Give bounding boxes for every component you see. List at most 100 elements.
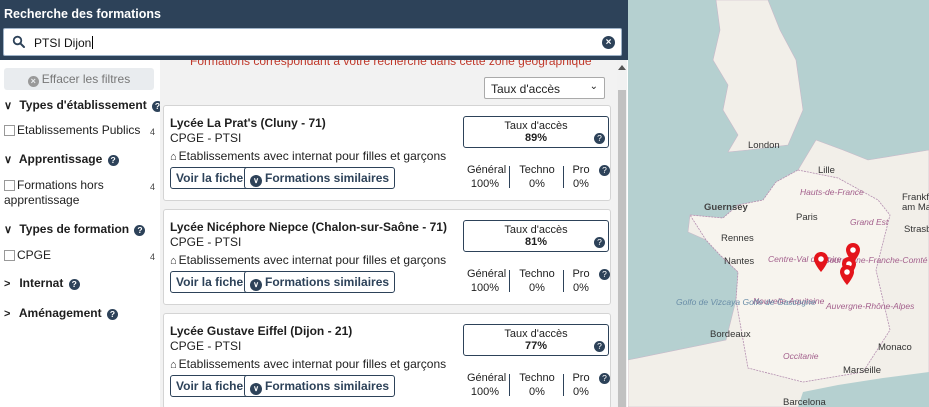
results-scrollbar[interactable] [617,60,627,407]
map-label-city: Frankfu [902,192,929,203]
card-subtitle: CPGE - PTSI [170,235,242,249]
access-rate-box: Taux d'accès 81% ? [463,220,609,252]
map[interactable]: London Lille Paris Guernsey Rennes Nante… [628,0,929,407]
view-details-button[interactable]: Voir la fiche [170,375,250,397]
card-title[interactable]: Lycée Nicéphore Niepce (Chalon-sur-Saône… [170,220,447,234]
chevron-down-icon: ∨ [4,154,13,166]
chevron-down-icon: ∨ [4,224,13,236]
bac-stats: Général 100% Techno 0% Pro 0% ? [463,372,611,398]
scrollbar-thumb[interactable] [618,90,626,407]
stat-value: 0% [573,282,589,294]
help-icon[interactable]: ? [68,279,80,290]
clear-search-icon[interactable]: × [602,36,615,49]
view-details-button[interactable]: Voir la fiche [170,167,250,189]
map-label-city: Marseille [843,365,882,376]
card-subtitle: CPGE - PTSI [170,339,242,353]
filter-section-internat[interactable]: > Internat ? [4,276,80,290]
filter-section-types-formation[interactable]: ∨ Types de formation ? [4,222,146,236]
help-icon[interactable]: ? [106,309,118,320]
divider [563,374,564,396]
similar-formations-button[interactable]: ∨ Formations similaires [244,271,396,293]
filter-section-types-etablissement[interactable]: ∨ Types d'établissement ? [4,98,164,112]
filter-section-label: Apprentissage [18,152,103,166]
map-label-city: Paris [796,212,818,223]
access-rate-value: 77% [524,340,548,352]
map-label-city: Barcelona [783,397,826,407]
stat-label: Pro [572,164,590,176]
map-label-region: Occitanie [783,351,819,361]
help-icon[interactable]: ? [599,269,610,280]
map-label-region: Auvergne-Rhône-Alpes [826,301,915,311]
result-card: Lycée Gustave Eiffel (Dijon - 21) CPGE -… [163,313,611,407]
map-label-region: Bourgogne-Franche-Comté [824,256,927,265]
help-icon[interactable]: ? [599,373,610,384]
sort-select-value: Taux d'accès [491,82,560,96]
map-label-city: Rennes [721,233,754,244]
home-icon: ⌂ [170,255,177,267]
help-icon[interactable]: ? [134,225,146,236]
stat-value: 100% [470,282,500,294]
filter-section-amenagement[interactable]: > Aménagement ? [4,306,118,320]
stat-label: Techno [519,372,555,384]
scroll-up-arrow[interactable] [618,65,626,70]
stat-techno: Techno 0% [517,372,557,398]
filter-count: 4 [150,127,156,137]
divider [509,374,510,396]
map-label-city: London [748,140,780,151]
filter-option-label: CPGE [17,248,52,262]
access-rate-label: Taux d'accès [504,328,568,340]
stat-general: Général 100% [467,268,507,294]
chevron-right-icon: > [4,278,11,290]
filter-option-etablissements-publics[interactable]: Etablissements Publics [4,123,140,137]
reset-filters-button[interactable]: × Effacer les filtres [4,68,154,90]
boarding-label: Etablissements avec internat pour filles… [178,357,447,371]
access-rate-label: Taux d'accès [504,120,568,132]
boarding-label: Etablissements avec internat pour filles… [178,253,447,267]
stat-label: Pro [572,268,590,280]
view-details-button[interactable]: Voir la fiche [170,271,250,293]
filter-count: 4 [150,252,156,262]
filter-option-cpge[interactable]: CPGE [4,248,51,262]
filter-section-label: Internat [19,276,64,290]
home-icon: ⌂ [170,359,177,371]
similar-formations-button[interactable]: ∨ Formations similaires [244,375,396,397]
map-label-city: Monaco [878,342,912,353]
stat-pro: Pro 0% [569,372,593,398]
bac-stats: Général 100% Techno 0% Pro 0% ? [463,268,611,294]
sort-select[interactable]: Taux d'accès ⌄ [484,77,605,99]
stat-value: 0% [573,178,589,190]
divider [509,166,510,188]
help-icon[interactable]: ? [594,237,605,248]
help-icon[interactable]: ? [152,101,164,112]
card-title[interactable]: Lycée Gustave Eiffel (Dijon - 21) [170,324,353,338]
filter-section-apprentissage[interactable]: ∨ Apprentissage ? [4,152,119,166]
similar-formations-label: Formations similaires [265,171,390,185]
help-icon[interactable]: ? [594,341,605,352]
map-label-city: Strasb [904,224,929,235]
map-label-region: Centre-Val de Loire [768,254,842,264]
location-marker-icon[interactable] [840,265,854,285]
checkbox[interactable] [4,250,15,261]
card-title[interactable]: Lycée La Prat's (Cluny - 71) [170,116,326,130]
similar-formations-button[interactable]: ∨ Formations similaires [244,167,396,189]
help-icon[interactable]: ? [599,165,610,176]
help-icon[interactable]: ? [594,133,605,144]
stat-general: Général 100% [467,164,506,190]
map-label-city: am Ma [902,202,929,213]
map-label-region: Nouvelle-Aquitaine [753,296,825,306]
stat-label: Général [467,268,507,280]
page-title: Recherche des formations [4,7,161,21]
home-icon: ⌂ [170,151,177,163]
checkbox[interactable] [4,180,15,191]
chevron-down-icon: ⌄ [589,81,598,92]
location-marker-icon[interactable] [814,252,828,272]
stat-value: 100% [470,178,500,190]
map-label-region: Hauts-de-France [800,187,864,197]
filters-sidebar: × Effacer les filtres ∨ Types d'établisse… [0,60,164,407]
checkbox[interactable] [4,125,15,136]
search-input[interactable]: PTSI Dijon × [3,28,622,56]
filter-option-formations-hors-apprentissage[interactable]: Formations hors apprentissage [4,178,144,208]
divider [563,270,564,292]
stat-value: 0% [529,178,545,190]
help-icon[interactable]: ? [107,155,119,166]
